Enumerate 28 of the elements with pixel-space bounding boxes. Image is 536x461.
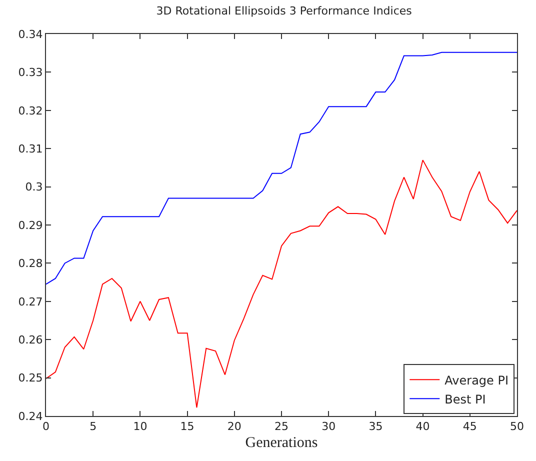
x-tick-label: 5 (90, 420, 97, 434)
chart-title: 3D Rotational Ellipsoids 3 Performance Indices (156, 4, 412, 18)
legend-label: Average PI (444, 373, 509, 388)
y-tick-label: 0.25 (18, 372, 43, 385)
x-tick-label: 15 (180, 420, 194, 434)
y-tick-label: 0.26 (18, 333, 43, 346)
y-tick-label: 0.3 (25, 180, 43, 194)
y-tick-label: 0.27 (18, 295, 43, 308)
y-tick-label: 0.31 (18, 142, 43, 156)
x-tick-label: 25 (274, 420, 288, 434)
x-tick-label: 35 (368, 420, 383, 434)
x-tick-label: 50 (510, 420, 524, 434)
x-tick-label: 40 (416, 420, 430, 434)
y-tick-label: 0.34 (18, 28, 43, 41)
x-tick-label: 45 (462, 420, 477, 434)
y-tick-label: 0.33 (18, 66, 43, 80)
y-tick-label: 0.32 (18, 104, 43, 118)
line-series (46, 160, 517, 408)
legend-label: Best PI (444, 392, 486, 406)
x-tick-label: 0 (42, 420, 50, 434)
y-tick-label: 0.28 (18, 257, 43, 270)
x-axis-title: Generations (245, 435, 318, 452)
x-tick-label: 20 (227, 420, 242, 434)
x-tick-label: 30 (322, 420, 336, 434)
x-tick-label: 10 (133, 420, 148, 434)
line-series (46, 52, 517, 285)
y-tick-label: 0.29 (18, 218, 43, 232)
y-tick-label: 0.24 (18, 410, 43, 423)
